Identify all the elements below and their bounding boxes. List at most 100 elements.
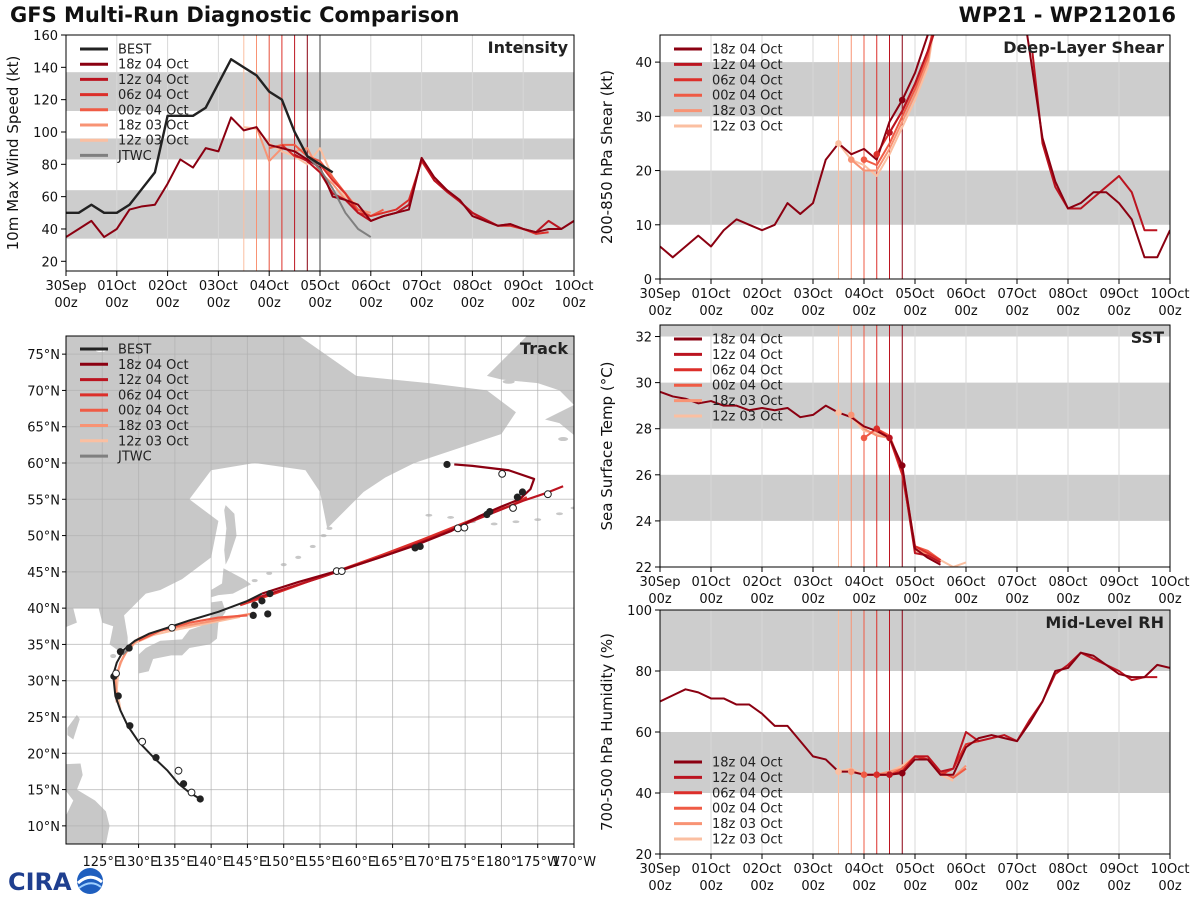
y-tick-label: 22 <box>635 561 652 576</box>
lon-label: 175°E <box>445 855 485 870</box>
land-island <box>502 379 515 384</box>
y-tick-label: 30 <box>635 377 652 392</box>
legend-entry: 00z 04 Oct <box>118 103 189 118</box>
y-tick-label: 24 <box>635 515 652 530</box>
y-tick-label: 0 <box>644 273 652 288</box>
x-tick-label-hour: 00z <box>1107 304 1131 319</box>
legend-entry: 18z 04 Oct <box>712 333 783 348</box>
legend-entry: 12z 04 Oct <box>712 771 783 786</box>
x-tick-label-day: 05Oct <box>895 862 934 877</box>
init-marker <box>898 769 906 777</box>
track-point-filled <box>518 488 527 496</box>
track-point-filled <box>266 590 274 598</box>
track-point-filled <box>179 780 188 788</box>
x-tick-label-day: 10Oct <box>1150 287 1189 302</box>
sst-panel: 22 24 26 28 30 32 30Sep 00z 01Oct 00z 02Oct 00z 03Oc… <box>598 324 1190 607</box>
legend-entry: 00z 04 Oct <box>712 379 783 394</box>
track-point-filled <box>152 754 160 762</box>
x-tick-label-day: 10Oct <box>1150 862 1189 877</box>
init-marker <box>835 409 842 416</box>
track-point-filled <box>258 597 266 605</box>
lon-label: 155°E <box>300 855 340 870</box>
page-title: GFS Multi-Run Diagnostic Comparison <box>10 3 460 27</box>
y-tick-label: 60 <box>635 726 652 741</box>
legend-entry: 12z 03 Oct <box>118 434 189 449</box>
x-tick-label-hour: 00z <box>750 592 774 607</box>
legend-entry: 18z 04 Oct <box>712 756 783 771</box>
init-marker <box>886 434 893 442</box>
x-tick-label-hour: 00z <box>750 304 774 319</box>
x-tick-label-day: 10Oct <box>1150 575 1189 590</box>
x-tick-label-hour: 00z <box>1158 592 1182 607</box>
y-tick-label: 30 <box>635 110 652 125</box>
init-marker <box>886 771 893 778</box>
y-tick-label: 100 <box>627 604 652 619</box>
lon-label: 165°E <box>373 855 413 870</box>
series-line <box>850 35 934 172</box>
x-tick-label-day: 07Oct <box>402 279 441 294</box>
x-tick-label-day: 07Oct <box>997 575 1036 590</box>
x-tick-label-day: 03Oct <box>793 575 832 590</box>
x-tick-label-hour: 00z <box>699 879 723 894</box>
storm-id-title: WP21 - WP212016 <box>958 3 1176 27</box>
x-tick-label-day: 09Oct <box>1099 862 1138 877</box>
x-tick-label-day: 30Sep <box>639 575 680 590</box>
x-tick-label-day: 08Oct <box>1048 287 1087 302</box>
y-tick-label: 80 <box>635 665 652 680</box>
series-line <box>1026 35 1170 259</box>
legend-entry: JTWC <box>117 149 152 164</box>
lon-label: 175°W <box>516 855 560 870</box>
x-tick-label-hour: 00z <box>308 296 332 311</box>
legend-entry: 06z 04 Oct <box>712 73 783 88</box>
legend-entry: 12z 04 Oct <box>118 73 189 88</box>
x-tick-label-hour: 00z <box>750 879 774 894</box>
x-tick-label-hour: 00z <box>258 296 282 311</box>
lon-label: 140°E <box>191 855 231 870</box>
x-tick-label-day: 05Oct <box>300 279 339 294</box>
track-point-open <box>543 490 552 499</box>
x-tick-label-day: 02Oct <box>742 575 781 590</box>
track-point-filled <box>486 508 494 516</box>
x-tick-label-hour: 00z <box>648 304 672 319</box>
land-island <box>309 544 316 549</box>
init-marker <box>873 771 881 778</box>
legend-entry: 06z 04 Oct <box>712 363 783 378</box>
y-tick-label: 32 <box>635 331 652 346</box>
land-sakhalin <box>224 505 237 565</box>
series-line <box>660 390 941 566</box>
x-tick-label-hour: 00z <box>461 296 485 311</box>
lon-label: 130°E <box>119 855 159 870</box>
land-island <box>512 520 520 524</box>
x-tick-label-day: 03Oct <box>793 862 832 877</box>
y-tick-label: 40 <box>635 787 652 802</box>
lat-label: 55°N <box>27 493 60 508</box>
x-tick-label-day: 02Oct <box>742 862 781 877</box>
x-tick-label-hour: 00z <box>852 592 876 607</box>
x-tick-label-hour: 00z <box>207 296 231 311</box>
x-tick-label-hour: 00z <box>1107 592 1131 607</box>
lon-label: 125°E <box>83 855 123 870</box>
x-tick-label-day: 03Oct <box>199 279 238 294</box>
legend-entry: 00z 04 Oct <box>712 89 783 104</box>
x-tick-label-day: 10Oct <box>554 279 593 294</box>
track-point-filled <box>513 493 521 501</box>
init-marker <box>835 768 842 775</box>
legend-entry: 12z 03 Oct <box>118 134 189 149</box>
series-group <box>66 58 574 239</box>
track-point-open <box>337 567 346 576</box>
series-group <box>660 390 967 567</box>
y-axis-label: 10m Max Wind Speed (kt) <box>4 56 22 251</box>
x-tick-label-day: 04Oct <box>250 279 289 294</box>
init-marker <box>873 150 881 158</box>
x-tick-label-hour: 00z <box>54 296 78 311</box>
series-line <box>66 58 334 215</box>
x-tick-label-hour: 00z <box>954 879 978 894</box>
track-point-filled <box>249 611 257 620</box>
lat-label: 45°N <box>27 566 60 581</box>
x-tick-label-day: 04Oct <box>844 287 883 302</box>
track-point-open <box>112 669 120 678</box>
track-point-open <box>138 737 147 746</box>
land-island <box>251 578 258 583</box>
land-alaska <box>486 336 574 436</box>
